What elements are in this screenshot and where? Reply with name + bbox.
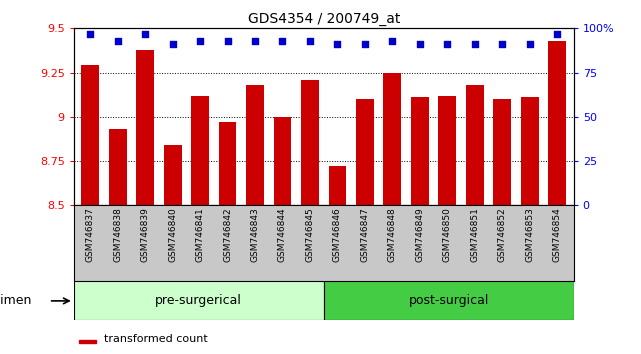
- Point: [222, 38, 233, 44]
- Bar: [466, 85, 484, 205]
- Text: GSM746847: GSM746847: [360, 207, 369, 262]
- Bar: [74, 281, 324, 320]
- Point: [167, 41, 178, 47]
- Bar: [137, 50, 154, 205]
- Text: GSM746837: GSM746837: [86, 207, 95, 262]
- Text: GSM746843: GSM746843: [251, 207, 260, 262]
- Bar: [324, 281, 574, 320]
- Point: [524, 41, 535, 47]
- Point: [113, 38, 123, 44]
- Text: GSM746854: GSM746854: [553, 207, 562, 262]
- Point: [442, 41, 453, 47]
- Bar: [356, 99, 374, 205]
- Point: [85, 31, 96, 36]
- Bar: [109, 129, 127, 205]
- Text: GSM746841: GSM746841: [196, 207, 204, 262]
- Text: GSM746849: GSM746849: [415, 207, 424, 262]
- Bar: [81, 65, 99, 205]
- Bar: [328, 166, 346, 205]
- Bar: [246, 85, 264, 205]
- Bar: [411, 97, 429, 205]
- Text: GSM746842: GSM746842: [223, 207, 232, 262]
- Point: [195, 38, 205, 44]
- Bar: [219, 122, 237, 205]
- Title: GDS4354 / 200749_at: GDS4354 / 200749_at: [247, 12, 400, 26]
- Point: [332, 41, 342, 47]
- Text: GSM746838: GSM746838: [113, 207, 122, 262]
- Bar: [520, 97, 538, 205]
- Text: GSM746846: GSM746846: [333, 207, 342, 262]
- Text: GSM746840: GSM746840: [168, 207, 177, 262]
- Text: GSM746852: GSM746852: [498, 207, 507, 262]
- Text: GSM746848: GSM746848: [388, 207, 397, 262]
- Text: transformed count: transformed count: [104, 334, 208, 344]
- Bar: [274, 117, 292, 205]
- Point: [497, 41, 508, 47]
- Bar: [191, 96, 209, 205]
- Text: post-surgical: post-surgical: [408, 295, 489, 307]
- Point: [552, 31, 562, 36]
- Point: [470, 41, 480, 47]
- Bar: [383, 73, 401, 205]
- Bar: [438, 96, 456, 205]
- Text: GSM746853: GSM746853: [525, 207, 534, 262]
- Text: GSM746845: GSM746845: [306, 207, 315, 262]
- Bar: [494, 99, 511, 205]
- Point: [415, 41, 425, 47]
- Text: GSM746850: GSM746850: [443, 207, 452, 262]
- Bar: [79, 340, 96, 343]
- Point: [360, 41, 370, 47]
- Point: [305, 38, 315, 44]
- Text: specimen: specimen: [0, 295, 32, 307]
- Text: GSM746851: GSM746851: [470, 207, 479, 262]
- Text: GSM746844: GSM746844: [278, 207, 287, 262]
- Text: GSM746839: GSM746839: [140, 207, 149, 262]
- Point: [387, 38, 397, 44]
- Point: [278, 38, 288, 44]
- Text: pre-surgerical: pre-surgerical: [155, 295, 242, 307]
- Bar: [548, 41, 566, 205]
- Point: [140, 31, 150, 36]
- Bar: [301, 80, 319, 205]
- Point: [250, 38, 260, 44]
- Bar: [163, 145, 181, 205]
